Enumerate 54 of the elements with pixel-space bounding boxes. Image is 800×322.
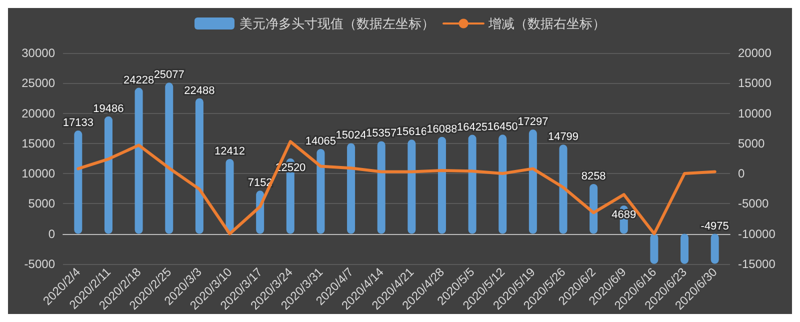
- data-label: 24228: [124, 74, 154, 86]
- bar: [74, 130, 82, 234]
- bar: [316, 149, 325, 234]
- bar: [408, 140, 416, 234]
- y2-tick-label: -15000: [738, 256, 776, 271]
- data-label: 14799: [548, 131, 579, 144]
- y2-tick-label: -10000: [738, 226, 776, 241]
- y2-tick-label: 15000: [738, 76, 772, 90]
- bar: [680, 234, 689, 264]
- bar: [590, 184, 598, 234]
- data-label: 16088: [426, 123, 458, 136]
- data-label: 17297: [518, 116, 548, 128]
- y2-tick-label: 5000: [738, 136, 766, 150]
- data-label: 17133: [62, 117, 94, 130]
- bar: [438, 136, 446, 234]
- y2-tick-label: 10000: [738, 106, 772, 120]
- data-label: 15616: [396, 126, 427, 138]
- bar: [528, 130, 537, 234]
- legend-label: 增减（数据右坐标）: [488, 16, 606, 31]
- y-tick-label: 25000: [22, 76, 56, 90]
- legend-label: 美元净多头寸现值（数据左坐标）: [240, 16, 434, 31]
- y-tick-label: 0: [48, 226, 56, 241]
- bar: [468, 134, 476, 234]
- y-tick-label: 30000: [22, 46, 56, 60]
- data-label: 22488: [184, 84, 215, 97]
- data-label: -4975: [700, 220, 729, 232]
- bar: [559, 144, 568, 234]
- bar: [347, 143, 356, 234]
- y-tick-label: 5000: [28, 196, 56, 211]
- y-tick-label: 15000: [22, 136, 56, 150]
- y2-tick-label: -5000: [738, 196, 770, 211]
- bar: [377, 141, 386, 234]
- data-label: 25077: [154, 69, 184, 82]
- y2-tick-label: 20000: [738, 46, 772, 60]
- data-label: 14065: [305, 136, 336, 148]
- bar: [710, 234, 719, 264]
- data-label: 12412: [214, 145, 246, 158]
- bar: [226, 158, 234, 234]
- y-tick-label: -5000: [24, 256, 56, 271]
- data-label: 8258: [581, 170, 606, 183]
- y-tick-label: 20000: [22, 106, 56, 120]
- y-tick-label: 10000: [22, 166, 56, 181]
- bar: [650, 234, 658, 264]
- bar: [104, 116, 112, 234]
- y2-tick-label: 0: [738, 166, 745, 181]
- data-label: 15357: [366, 128, 397, 140]
- bar: [134, 88, 143, 234]
- data-label: 15024: [336, 130, 366, 142]
- bar: [165, 82, 174, 234]
- bar: [195, 98, 204, 234]
- data-label: 16425: [457, 121, 488, 134]
- data-label: 19486: [93, 102, 124, 115]
- bar: [498, 134, 507, 234]
- data-label: 16450: [487, 121, 518, 134]
